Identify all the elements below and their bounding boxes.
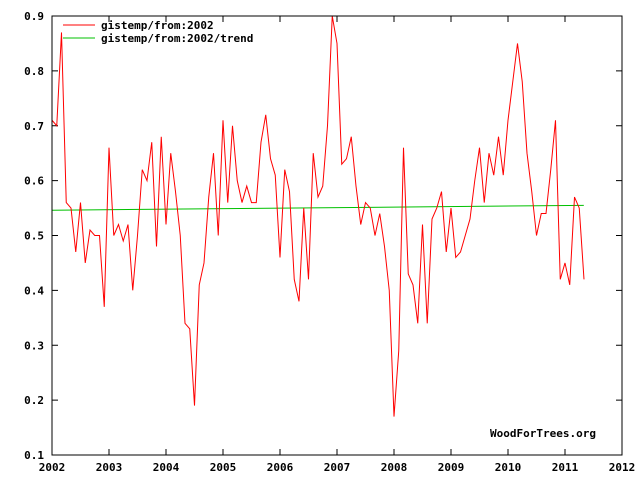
x-tick-label: 2006 (267, 461, 294, 474)
y-tick-label: 0.4 (24, 284, 44, 297)
x-tick-label: 2005 (210, 461, 237, 474)
x-tick-label: 2003 (96, 461, 123, 474)
x-tick-label: 2009 (438, 461, 465, 474)
y-tick-label: 0.1 (24, 449, 44, 462)
y-tick-label: 0.9 (24, 10, 44, 23)
y-tick-label: 0.2 (24, 394, 44, 407)
x-tick-label: 2012 (609, 461, 636, 474)
legend-label-series-0: gistemp/from:2002 (101, 19, 214, 32)
y-tick-label: 0.8 (24, 65, 44, 78)
watermark: WoodForTrees.org (490, 427, 596, 440)
x-tick-label: 2011 (552, 461, 579, 474)
x-tick-label: 2004 (153, 461, 180, 474)
y-tick-label: 0.5 (24, 230, 44, 243)
x-tick-label: 2007 (324, 461, 351, 474)
y-tick-label: 0.7 (24, 120, 44, 133)
y-tick-label: 0.6 (24, 175, 44, 188)
x-tick-label: 2008 (381, 461, 408, 474)
y-tick-label: 0.3 (24, 339, 44, 352)
legend-label-series-1: gistemp/from:2002/trend (101, 32, 253, 45)
x-tick-label: 2002 (39, 461, 66, 474)
x-tick-label: 2010 (495, 461, 522, 474)
